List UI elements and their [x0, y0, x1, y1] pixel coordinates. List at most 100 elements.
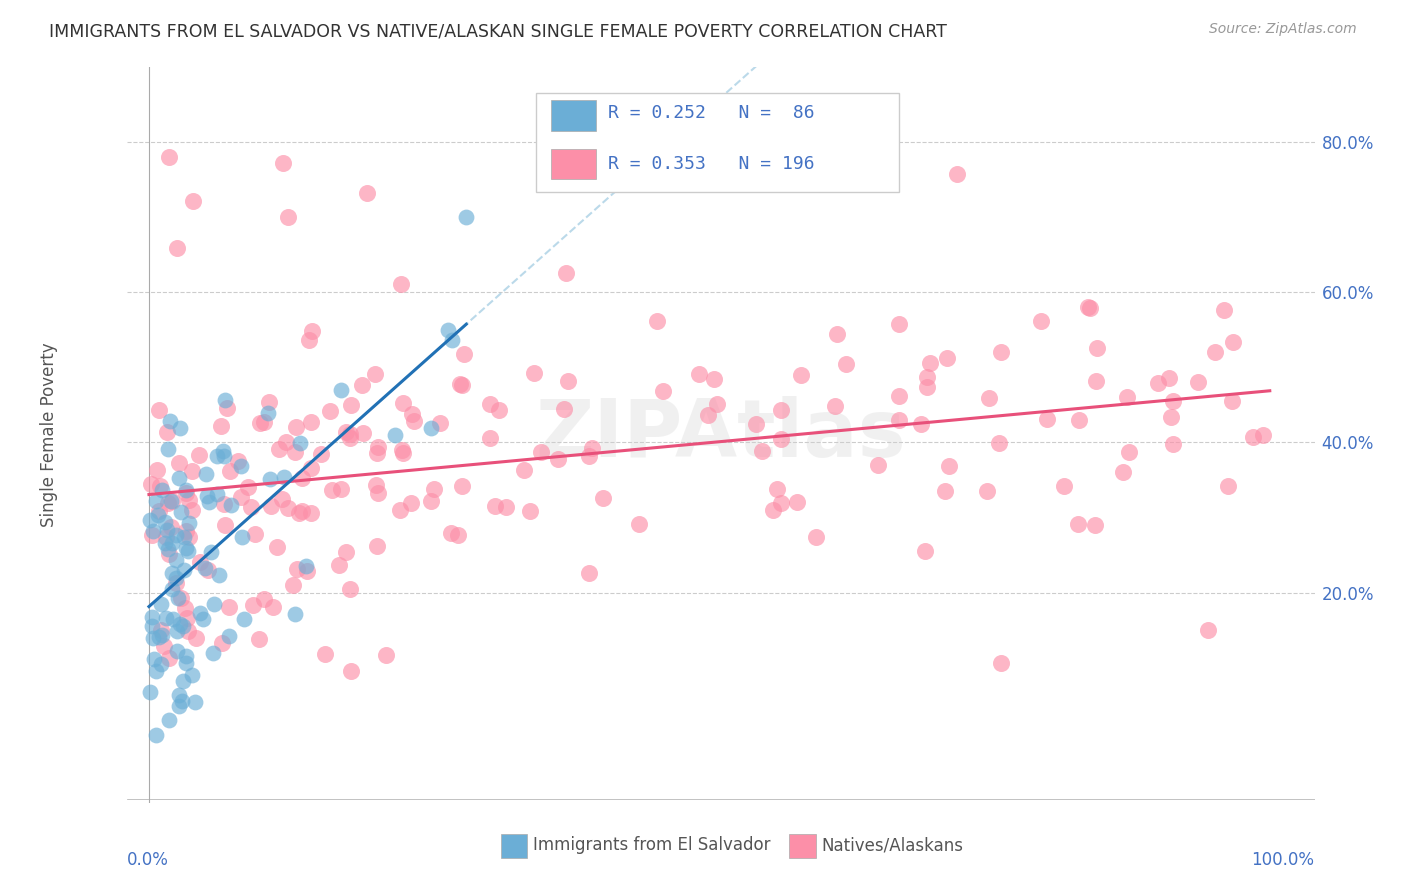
- Point: [440, 525, 463, 540]
- Point: [215, 401, 238, 415]
- Point: [145, 494, 167, 508]
- Point: [162, 536, 184, 550]
- Point: [157, 651, 180, 665]
- Point: [170, 505, 193, 519]
- Point: [291, 503, 314, 517]
- Point: [195, 489, 218, 503]
- Point: [170, 694, 193, 708]
- Point: [219, 498, 242, 512]
- Point: [257, 406, 280, 420]
- Point: [1220, 394, 1243, 409]
- Point: [236, 480, 259, 494]
- Point: [374, 648, 396, 662]
- Point: [194, 561, 217, 575]
- Point: [557, 374, 579, 388]
- Point: [162, 566, 184, 580]
- Point: [1160, 410, 1182, 425]
- Text: ZIPAtlas: ZIPAtlas: [536, 396, 905, 474]
- Point: [229, 459, 252, 474]
- Point: [218, 600, 240, 615]
- Point: [1112, 465, 1135, 479]
- Point: [769, 495, 792, 509]
- Point: [392, 445, 415, 459]
- Point: [150, 628, 173, 642]
- Point: [335, 545, 357, 559]
- Point: [169, 470, 191, 484]
- Point: [389, 277, 412, 291]
- Point: [157, 150, 180, 164]
- Point: [335, 425, 357, 439]
- Point: [479, 431, 502, 445]
- Point: [172, 673, 194, 688]
- Point: [139, 513, 162, 527]
- Point: [174, 541, 197, 555]
- Point: [330, 483, 353, 497]
- Point: [157, 713, 180, 727]
- Point: [1204, 345, 1226, 359]
- Point: [1084, 374, 1107, 388]
- Point: [299, 415, 322, 429]
- Point: [352, 425, 374, 440]
- Point: [339, 398, 361, 412]
- Point: [174, 485, 197, 500]
- Point: [1029, 314, 1052, 328]
- Point: [167, 457, 190, 471]
- Point: [990, 344, 1012, 359]
- Point: [391, 443, 413, 458]
- Text: Source: ZipAtlas.com: Source: ZipAtlas.com: [1209, 22, 1357, 37]
- Point: [253, 592, 276, 607]
- Point: [645, 314, 668, 328]
- Point: [253, 415, 276, 429]
- Point: [188, 606, 211, 620]
- Point: [835, 357, 858, 371]
- Bar: [790, 834, 815, 858]
- Point: [249, 417, 271, 431]
- Point: [1197, 623, 1219, 637]
- Point: [145, 728, 167, 742]
- Point: [233, 612, 256, 626]
- Point: [260, 499, 283, 513]
- Point: [578, 566, 600, 580]
- Point: [350, 377, 373, 392]
- Point: [789, 368, 811, 382]
- Point: [146, 462, 169, 476]
- Point: [267, 442, 290, 456]
- Point: [339, 582, 361, 596]
- Point: [314, 647, 336, 661]
- Point: [166, 624, 188, 638]
- Point: [162, 612, 184, 626]
- Point: [321, 483, 343, 497]
- Point: [273, 470, 295, 484]
- Point: [177, 624, 200, 638]
- Point: [202, 647, 225, 661]
- Point: [825, 327, 848, 342]
- Point: [231, 530, 253, 544]
- Point: [141, 619, 163, 633]
- Point: [1241, 430, 1264, 444]
- Point: [1084, 518, 1107, 533]
- Point: [339, 431, 361, 445]
- Point: [152, 639, 174, 653]
- Point: [766, 483, 789, 497]
- Point: [889, 389, 911, 403]
- Point: [786, 494, 808, 508]
- Point: [887, 413, 910, 427]
- Text: IMMIGRANTS FROM EL SALVADOR VS NATIVE/ALASKAN SINGLE FEMALE POVERTY CORRELATION : IMMIGRANTS FROM EL SALVADOR VS NATIVE/AL…: [49, 22, 948, 40]
- Point: [1115, 390, 1137, 404]
- Point: [1187, 375, 1209, 389]
- Bar: [551, 100, 596, 131]
- Point: [214, 392, 236, 407]
- Point: [592, 491, 614, 505]
- Point: [169, 421, 191, 435]
- Point: [202, 597, 225, 611]
- Point: [174, 657, 197, 671]
- Point: [330, 383, 353, 397]
- Point: [165, 528, 187, 542]
- Point: [176, 611, 198, 625]
- Point: [156, 523, 179, 537]
- Point: [295, 564, 318, 578]
- Point: [301, 506, 323, 520]
- Point: [887, 317, 910, 331]
- Point: [392, 396, 415, 410]
- Point: [150, 657, 173, 671]
